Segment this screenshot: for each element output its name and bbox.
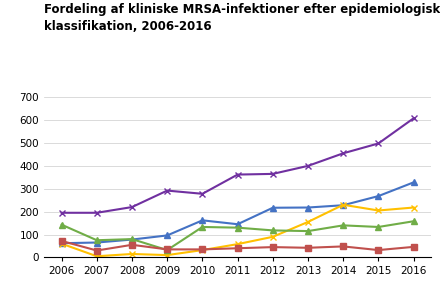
Line: CC398: CC398 xyxy=(58,201,417,260)
Sygehus xyxy=(94,249,99,252)
Sygehus xyxy=(165,248,170,251)
Sf med sygehus-/plejehjemkontakt xyxy=(200,225,205,229)
CC398 xyxy=(341,203,346,206)
Sygehus xyxy=(376,248,381,252)
Samfund (Sf) uden sygehus-/plejehjemkontakt xyxy=(94,211,99,214)
CC398 xyxy=(235,243,240,246)
CC398 xyxy=(165,253,170,257)
Udland xyxy=(200,219,205,222)
Sygehus xyxy=(270,245,275,249)
CC398 xyxy=(411,206,416,209)
Sf med sygehus-/plejehjemkontakt xyxy=(59,223,64,227)
CC398 xyxy=(200,248,205,252)
Text: Fordeling af kliniske MRSA-infektioner efter epidemiologisk: Fordeling af kliniske MRSA-infektioner e… xyxy=(44,3,440,16)
Sygehus xyxy=(305,246,311,249)
Samfund (Sf) uden sygehus-/plejehjemkontakt xyxy=(376,142,381,145)
Sf med sygehus-/plejehjemkontakt xyxy=(129,237,135,241)
CC398 xyxy=(94,255,99,258)
CC398 xyxy=(59,242,64,245)
Sygehus xyxy=(129,243,135,247)
Sf med sygehus-/plejehjemkontakt xyxy=(341,224,346,227)
Udland xyxy=(165,234,170,237)
Sygehus xyxy=(341,245,346,248)
Samfund (Sf) uden sygehus-/plejehjemkontakt xyxy=(341,152,346,155)
Sygehus xyxy=(200,248,205,251)
Udland xyxy=(411,181,416,184)
Line: Sf med sygehus-/plejehjemkontakt: Sf med sygehus-/plejehjemkontakt xyxy=(59,219,416,253)
Sygehus xyxy=(411,245,416,249)
Udland xyxy=(376,194,381,198)
Samfund (Sf) uden sygehus-/plejehjemkontakt xyxy=(235,173,240,176)
Udland xyxy=(129,238,135,241)
Udland xyxy=(341,204,346,207)
Text: klassifikation, 2006-2016: klassifikation, 2006-2016 xyxy=(44,20,212,33)
Sf med sygehus-/plejehjemkontakt xyxy=(376,225,381,229)
Sf med sygehus-/plejehjemkontakt xyxy=(305,229,311,233)
Udland xyxy=(305,206,311,209)
Udland xyxy=(94,241,99,244)
Sf med sygehus-/plejehjemkontakt xyxy=(270,229,275,232)
Sygehus xyxy=(235,247,240,250)
Sf med sygehus-/plejehjemkontakt xyxy=(411,220,416,223)
Samfund (Sf) uden sygehus-/plejehjemkontakt xyxy=(270,172,275,176)
Sf med sygehus-/plejehjemkontakt xyxy=(165,248,170,252)
Sf med sygehus-/plejehjemkontakt xyxy=(94,239,99,242)
Line: Udland: Udland xyxy=(59,180,416,246)
CC398 xyxy=(270,235,275,239)
Samfund (Sf) uden sygehus-/plejehjemkontakt xyxy=(411,117,416,120)
Udland xyxy=(59,241,64,245)
CC398 xyxy=(376,209,381,212)
Udland xyxy=(235,223,240,226)
Samfund (Sf) uden sygehus-/plejehjemkontakt xyxy=(200,192,205,196)
Sf med sygehus-/plejehjemkontakt xyxy=(235,226,240,229)
CC398 xyxy=(305,220,311,224)
Sygehus xyxy=(59,239,64,243)
Line: Samfund (Sf) uden sygehus-/plejehjemkontakt: Samfund (Sf) uden sygehus-/plejehjemkont… xyxy=(58,115,417,216)
Samfund (Sf) uden sygehus-/plejehjemkontakt xyxy=(59,211,64,214)
CC398 xyxy=(129,252,135,256)
Samfund (Sf) uden sygehus-/plejehjemkontakt xyxy=(305,164,311,168)
Samfund (Sf) uden sygehus-/plejehjemkontakt xyxy=(129,205,135,209)
Samfund (Sf) uden sygehus-/plejehjemkontakt xyxy=(165,189,170,192)
Line: Sygehus: Sygehus xyxy=(59,238,416,253)
Udland xyxy=(270,206,275,209)
